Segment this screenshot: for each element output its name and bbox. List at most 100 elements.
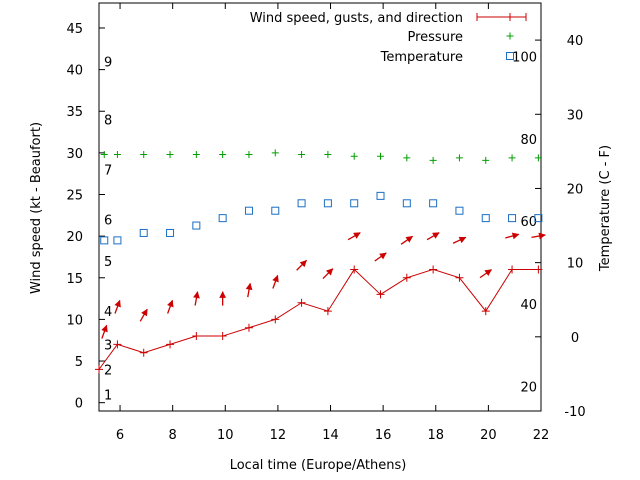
x-tick-label: 10 — [217, 428, 234, 443]
wind-speed-point — [297, 298, 306, 307]
x-tick-label: 22 — [533, 428, 550, 443]
y-tick-label: 5 — [75, 355, 83, 370]
wind-arrow — [374, 252, 387, 262]
wind-speed-point — [376, 290, 385, 299]
temperature-point — [192, 221, 201, 230]
series-layer — [95, 149, 543, 374]
beaufort-labels: 1 2 3 4 5 6 7 8 9 — [104, 55, 112, 403]
wind-arrow — [245, 282, 253, 298]
beaufort-label: 9 — [104, 55, 112, 70]
fahrenheit-label: 60 — [520, 215, 537, 230]
wind-arrow — [531, 232, 546, 240]
wind-direction-arrows — [101, 232, 546, 339]
temperature-point — [297, 199, 306, 208]
wind-speed-point — [139, 348, 148, 357]
temperature-point — [244, 206, 253, 215]
wind-speed-point — [481, 307, 490, 316]
temperature-point — [534, 214, 543, 223]
wind-speed-point — [192, 332, 201, 341]
x-tick-label: 12 — [270, 428, 287, 443]
x-tick-label: 18 — [427, 428, 444, 443]
y2-tick-label: 30 — [567, 108, 584, 123]
temperature-point — [376, 191, 385, 200]
wind-speed-point — [95, 365, 103, 374]
fahrenheit-label: 20 — [520, 381, 537, 396]
wind-speed-point — [323, 307, 332, 316]
fahrenheit-label: 40 — [520, 298, 537, 313]
pressure-point — [455, 154, 463, 162]
pressure-point — [271, 149, 279, 157]
x-tick-label: 20 — [480, 428, 497, 443]
y-tick-label: 20 — [66, 230, 83, 245]
pressure-point — [166, 151, 174, 159]
pressure-point — [113, 151, 121, 159]
wind-speed-point — [271, 315, 280, 324]
y-tick-label: 0 — [75, 397, 83, 412]
wind-arrow — [426, 232, 440, 241]
y-tick-label: 25 — [66, 189, 83, 204]
temperature-point — [323, 199, 332, 208]
legend-temperature-marker — [506, 52, 514, 60]
pressure-point — [324, 151, 332, 159]
temperature-point — [402, 199, 411, 208]
pressure-point — [350, 152, 358, 160]
y2-tick-label: 10 — [567, 257, 584, 272]
temperature-point — [100, 236, 109, 245]
y-tick-label: 15 — [66, 272, 83, 287]
wind-speed-point — [244, 323, 253, 332]
beaufort-label: 5 — [104, 255, 112, 270]
y2-tick-label: 40 — [567, 34, 584, 49]
pressure-point — [219, 151, 227, 159]
pressure-point — [377, 152, 385, 160]
wind-arrow — [193, 291, 200, 306]
beaufort-label: 8 — [104, 114, 112, 129]
wind-arrow — [400, 235, 414, 245]
beaufort-label: 1 — [104, 388, 112, 403]
pressure-point — [534, 154, 542, 162]
wind-arrow — [101, 324, 108, 339]
pressure-point — [429, 156, 437, 164]
beaufort-label: 7 — [104, 164, 112, 179]
beaufort-label: 4 — [104, 305, 112, 320]
wind-speed-point — [534, 265, 543, 274]
temperature-point — [139, 228, 148, 237]
temperature-point — [218, 214, 227, 223]
temperature-point — [113, 236, 122, 245]
wind-speed-point — [429, 265, 438, 274]
pressure-point — [192, 151, 200, 159]
wind-arrow — [479, 269, 492, 279]
plot-border — [98, 2, 542, 412]
wind-speed-point — [455, 273, 464, 282]
x-tick-label: 14 — [322, 428, 339, 443]
wind-speed-point — [218, 332, 227, 341]
legend-wind-marker — [476, 13, 527, 21]
beaufort-label: 6 — [104, 213, 112, 228]
wind-arrow — [219, 291, 227, 306]
x-axis-label: Local time (Europe/Athens) — [230, 458, 407, 473]
x-tick-label: 8 — [169, 428, 177, 443]
pressure-point — [482, 156, 490, 164]
beaufort-label: 3 — [104, 338, 112, 353]
temperature-point — [350, 199, 359, 208]
legend-label: Pressure — [407, 30, 463, 45]
wind-arrow — [272, 274, 279, 289]
wind-speed-point — [508, 265, 517, 274]
wind-speed-point — [402, 273, 411, 282]
legend-pressure-marker — [506, 32, 514, 40]
y-tick-label: 45 — [66, 22, 83, 37]
wind-arrow — [347, 232, 361, 241]
wind-arrow — [322, 268, 334, 280]
plot-frame-layer: 6 8 10 12 14 16 18 20 22051015202530354045-10010… — [66, 2, 586, 443]
pressure-point — [100, 151, 108, 159]
wind-arrow — [452, 236, 467, 244]
temperature-point — [481, 214, 490, 223]
pressure-point — [508, 154, 516, 162]
temperature-point — [166, 228, 175, 237]
wind-arrow — [167, 299, 174, 314]
temperature-point — [271, 206, 280, 215]
wind-speed-point — [350, 265, 359, 274]
y2-tick-label: 20 — [567, 182, 584, 197]
pressure-point — [245, 151, 253, 159]
y-tick-label: 10 — [66, 313, 83, 328]
wind-speed-point — [166, 340, 175, 349]
